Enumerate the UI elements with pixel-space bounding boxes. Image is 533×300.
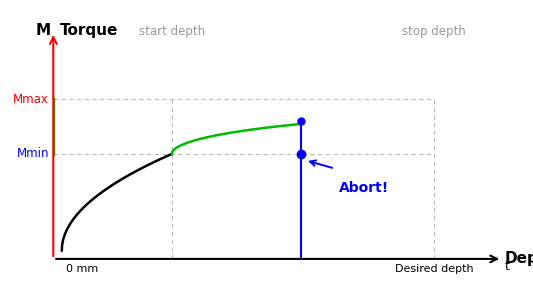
Text: Mmax: Mmax <box>13 93 49 106</box>
Text: Depth: Depth <box>504 251 533 266</box>
Text: start depth: start depth <box>139 26 205 38</box>
Text: Mmin: Mmin <box>17 147 49 161</box>
Text: t: t <box>504 260 509 273</box>
Text: 0 mm: 0 mm <box>66 264 98 274</box>
Text: Abort!: Abort! <box>339 181 389 195</box>
Text: M: M <box>36 23 51 38</box>
Text: Torque: Torque <box>60 23 118 38</box>
Text: stop depth: stop depth <box>402 26 466 38</box>
Text: Desired depth: Desired depth <box>395 264 474 274</box>
